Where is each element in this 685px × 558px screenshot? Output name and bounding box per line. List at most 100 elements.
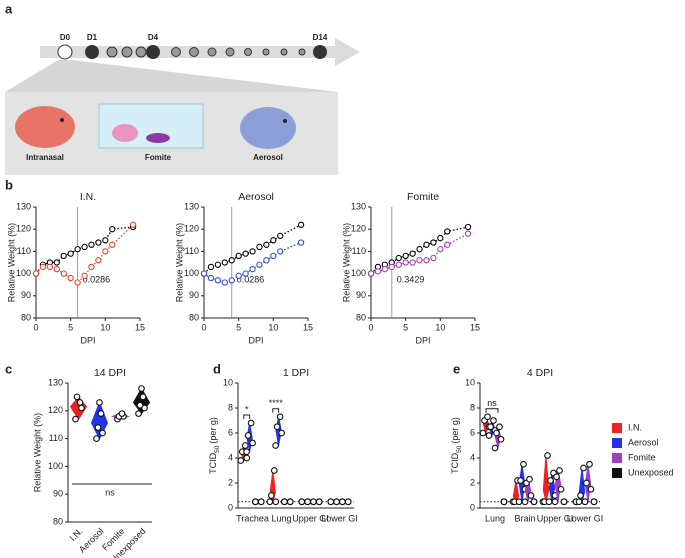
data-point <box>207 274 215 282</box>
data-point <box>96 399 103 406</box>
panel-label: d <box>213 361 221 376</box>
data-point <box>545 498 553 506</box>
day-dot <box>171 47 181 57</box>
y-tick-label: 8 <box>228 402 233 412</box>
hamster-icon <box>240 107 296 149</box>
y-axis-label: TCID50(per g) <box>208 417 221 474</box>
x-tick-label: 15 <box>470 322 480 332</box>
y-axis-label: Relative Weight (%) <box>174 223 184 302</box>
data-point <box>367 270 375 277</box>
data-point <box>496 423 503 431</box>
data-point <box>551 498 559 506</box>
data-point <box>257 498 265 506</box>
data-point <box>214 261 222 268</box>
data-point <box>587 485 595 493</box>
y-label-unit: (per g) <box>450 417 460 444</box>
y-tick-label: 110 <box>352 246 366 256</box>
data-point <box>73 393 81 401</box>
y-tick-label: 110 <box>49 433 63 443</box>
chart-title: 14 DPI <box>94 367 126 379</box>
data-point <box>256 243 263 251</box>
data-point <box>138 385 145 392</box>
x-tick-label: Lower GI <box>567 513 604 523</box>
data-point <box>583 479 590 487</box>
data-point <box>95 257 102 264</box>
significance-label: * <box>245 404 249 414</box>
data-point <box>277 248 284 255</box>
hamster-eye <box>283 119 287 123</box>
y-label-main: TCID <box>450 452 460 473</box>
data-point <box>430 254 437 262</box>
y-tick-label: 90 <box>356 290 366 300</box>
y-tick-label: 90 <box>21 290 31 300</box>
day-dot <box>244 48 252 56</box>
x-tick-label: Lung <box>271 513 291 523</box>
y-axis-label: Relative Weight (%) <box>32 413 42 492</box>
data-point <box>409 250 416 257</box>
data-point <box>544 452 551 459</box>
data-point <box>249 439 256 447</box>
data-point <box>277 232 284 240</box>
legend-swatch <box>612 468 622 478</box>
y-tick-label: 10 <box>223 377 233 387</box>
x-tick-label: 15 <box>303 322 313 332</box>
timeline-arrow-head <box>335 38 360 66</box>
data-point <box>81 272 88 279</box>
data-point <box>60 252 67 259</box>
x-tick-label: 15 <box>135 322 145 332</box>
legend-swatch <box>612 438 622 448</box>
legend-swatch <box>612 423 622 433</box>
legend-swatch <box>612 453 622 463</box>
data-point <box>521 498 529 506</box>
data-point <box>402 252 409 259</box>
data-point <box>270 237 277 244</box>
y-tick-label: 4 <box>470 452 475 462</box>
data-point <box>94 424 102 431</box>
y-tick-label: 100 <box>16 268 31 278</box>
x-tick-label: 10 <box>268 322 278 332</box>
data-point <box>430 239 437 246</box>
significance-label: ns <box>487 398 497 408</box>
data-point <box>88 263 95 271</box>
x-tick-label: 5 <box>236 322 241 332</box>
data-point <box>221 279 228 286</box>
panel-label: e <box>453 361 460 376</box>
day-label: D1 <box>87 33 98 42</box>
data-point <box>53 259 60 266</box>
significance-label: **** <box>269 398 284 408</box>
y-tick-label: 80 <box>53 516 63 526</box>
y-axis-label: TCID50(per g) <box>450 417 463 474</box>
data-point <box>214 277 222 284</box>
data-point <box>81 243 88 251</box>
data-point <box>304 498 311 506</box>
data-point <box>515 498 523 506</box>
significance-bracket <box>272 408 280 413</box>
hamster-icon <box>15 106 75 148</box>
y-tick-label: 80 <box>356 312 366 322</box>
data-point <box>99 429 106 437</box>
data-point <box>237 457 245 464</box>
y-tick-label: 120 <box>16 224 31 234</box>
data-point <box>553 473 560 481</box>
data-point <box>242 250 249 257</box>
data-point <box>243 448 250 456</box>
data-point <box>78 404 85 412</box>
x-tick-label: 5 <box>68 322 73 332</box>
chart-title: Fomite <box>407 191 439 203</box>
data-point <box>560 498 568 506</box>
route-label: Intranasal <box>26 153 64 162</box>
data-point <box>88 241 95 248</box>
x-tick-label: Brain <box>514 513 535 523</box>
y-tick-label: 100 <box>48 461 63 471</box>
y-tick-label: 0 <box>470 502 475 512</box>
y-tick-label: 130 <box>16 201 31 211</box>
data-point <box>464 230 472 237</box>
data-point <box>249 248 256 255</box>
data-point <box>490 417 497 424</box>
y-tick-label: 8 <box>470 402 475 412</box>
hamster-icon <box>112 124 138 142</box>
data-point <box>556 467 563 474</box>
data-point <box>266 498 274 506</box>
data-point <box>272 442 279 449</box>
